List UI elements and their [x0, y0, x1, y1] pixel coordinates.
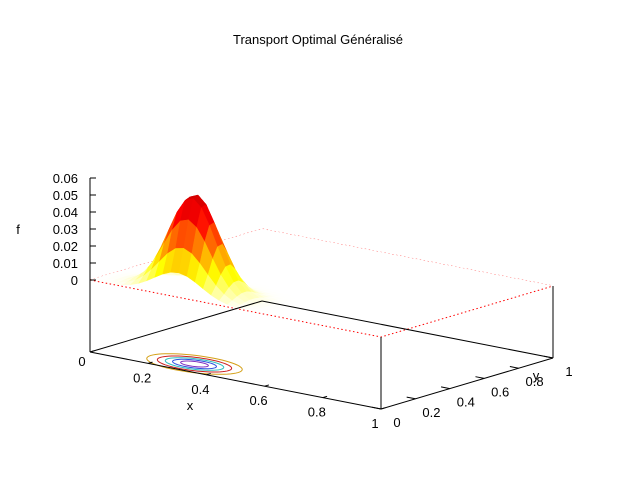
z-tick-label: 0.02	[53, 239, 78, 254]
x-axis-line	[89, 351, 382, 410]
y-tick-label: 0.2	[422, 405, 440, 420]
y-tick-mark	[372, 406, 382, 410]
surface-cell	[372, 333, 386, 338]
y-tick-label: 0	[393, 415, 400, 430]
base-back-right-line	[261, 300, 554, 359]
z-tick-label: 0.06	[53, 171, 78, 186]
x-tick-label: 0.8	[308, 405, 326, 420]
y-tick-label: 0.6	[491, 384, 509, 399]
y-tick-mark	[509, 365, 519, 369]
z-tick-label: 0.01	[53, 256, 78, 271]
y-tick-mark	[406, 396, 416, 400]
contour-line	[180, 360, 209, 368]
y-tick-mark	[475, 376, 485, 379]
y-tick-label: 0.4	[457, 395, 475, 410]
y-tick-label: 1	[565, 364, 572, 379]
z-tick-label: 0.03	[53, 222, 78, 237]
z-tick-label: 0.04	[53, 205, 78, 220]
x-tick-mark	[380, 407, 386, 410]
x-tick-label: 0	[78, 354, 85, 369]
x-tick-label: 1	[371, 416, 378, 431]
x-tick-mark	[89, 350, 95, 353]
y-axis-line	[380, 357, 554, 410]
y-tick-label: 0.8	[526, 374, 544, 389]
contour-line	[156, 355, 233, 373]
x-tick-mark	[148, 361, 153, 364]
x-tick-label: 0.2	[133, 370, 151, 385]
contour-line	[172, 358, 217, 370]
x-tick-label: 0.4	[191, 382, 209, 397]
x-tick-mark	[264, 384, 270, 387]
contour-line	[164, 357, 225, 371]
y-tick-mark	[440, 386, 450, 390]
z-tick-label: 0	[71, 273, 78, 288]
base-back-left-line	[89, 300, 263, 353]
y-axis-label: y	[533, 368, 540, 383]
contour-plot	[146, 353, 243, 375]
z-axis-label: f	[16, 222, 20, 237]
surface-mesh	[89, 194, 554, 338]
y-tick-mark	[544, 355, 554, 359]
x-tick-mark	[322, 395, 328, 399]
axes	[89, 177, 554, 410]
x-tick-mark	[206, 373, 211, 376]
x-tick-label: 0.6	[250, 393, 268, 408]
x-axis-label: x	[187, 398, 194, 413]
chart-title: Transport Optimal Généralisé	[233, 32, 403, 47]
z-tick-label: 0.05	[53, 188, 78, 203]
